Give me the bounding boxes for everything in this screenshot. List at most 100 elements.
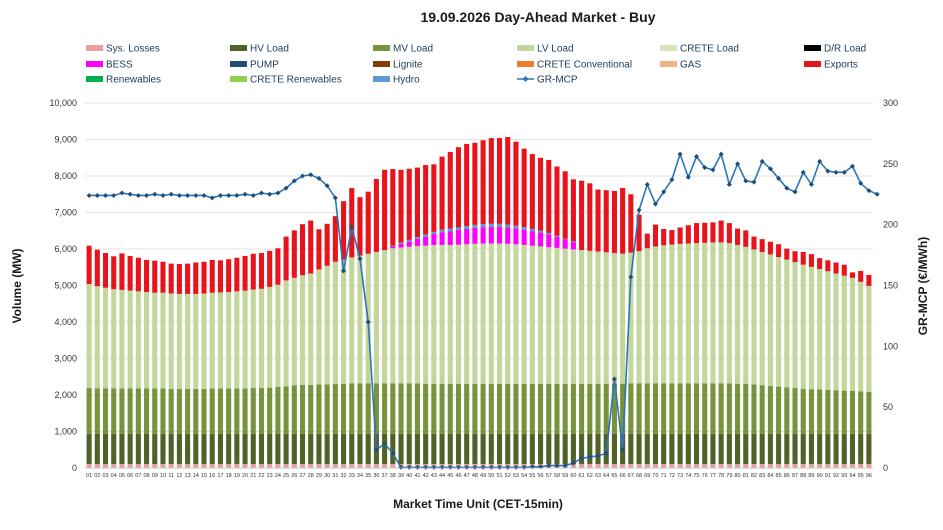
bar-segment [579,383,585,434]
bar-segment [652,246,659,384]
x-tick-label: 51 [496,473,502,479]
bar-segment [127,463,133,468]
bar-segment [160,292,166,389]
bar-segment [242,463,248,468]
bar-segment [94,249,100,287]
bar-segment [808,254,814,267]
bar-segment [702,383,708,434]
bar-segment [488,433,494,464]
bar-segment [299,275,306,385]
bar-segment [226,259,232,293]
bar-segment [86,245,92,285]
mcp-point [168,191,174,197]
bar-segment [726,243,732,384]
bar-segment [825,463,831,468]
bars [86,136,872,468]
bar-segment [825,260,831,272]
y-tick-label: 10,000 [49,98,77,108]
bar-segment [562,433,568,464]
x-tick-label: 23 [267,473,273,479]
bar-segment [726,433,732,464]
mcp-point [751,179,757,185]
x-tick-label: 22 [258,473,264,479]
bar-segment [521,433,527,464]
bar-segment [447,228,453,232]
mcp-point [324,183,330,189]
bar-segment [538,157,544,231]
x-tick-label: 48 [472,473,478,479]
bar-segment [669,433,675,464]
bar-segment [398,247,404,384]
bar-segment [176,293,182,389]
bar-segment [324,433,330,464]
bar-segment [447,231,453,245]
legend-item: Lignite [373,60,423,71]
mcp-point [694,154,700,160]
mcp-point [611,376,617,382]
bar-segment [414,167,420,237]
mcp-point [308,172,314,178]
bar-segment [661,228,667,246]
bar-segment [160,388,166,434]
bar-segment [488,243,494,384]
legend-swatch [230,45,247,51]
bar-segment [390,463,396,468]
bar-segment [160,463,166,468]
bar-segment [554,383,560,434]
bar-segment [833,463,839,468]
legend-label: CRETE Renewables [250,75,342,86]
mcp-point [849,163,855,169]
legend-swatch [230,61,247,67]
bar-segment [102,253,109,288]
bar-segment [866,285,872,392]
bar-segment [554,236,560,248]
y-tick-label: 9,000 [54,135,77,145]
x-tick-label: 93 [841,473,847,479]
bar-segment [817,433,823,464]
mcp-point [521,464,527,470]
bar-segment [603,463,609,468]
bar-segment [833,390,839,434]
x-tick-label: 57 [546,473,552,479]
bar-segment [858,433,864,464]
bar-segment [841,275,847,391]
bar-segment [685,243,691,384]
bar-segment [702,463,708,468]
mcp-point [349,224,355,230]
bar-segment [587,183,593,251]
bar-segment [472,243,478,384]
mcp-point [455,464,461,470]
bar-segment [291,433,297,464]
bar-segment [390,248,396,384]
bar-segment [431,383,437,434]
bar-segment [603,252,609,384]
legend-label: D/R Load [824,44,866,55]
legend-label: GAS [680,60,701,71]
bar-segment [538,246,544,384]
mcp-point [562,463,568,469]
mcp-point [825,168,831,174]
bar-segment [398,169,404,243]
bar-segment [414,383,420,434]
bar-segment [718,242,724,384]
bar-segment [185,433,191,464]
bar-segment [488,223,494,227]
x-tick-label: 70 [652,473,658,479]
bar-segment [275,433,281,464]
bar-segment [546,232,552,235]
x-tick-label: 36 [373,473,379,479]
legend-marker [522,76,529,82]
x-tick-label: 06 [127,473,133,479]
bar-segment [767,241,773,255]
legend-swatch [373,45,390,51]
mcp-point [636,207,642,213]
mcp-point [447,464,453,470]
bar-segment [652,463,659,468]
bar-segment [710,463,716,468]
x-tick-label: 74 [685,473,691,479]
bar-segment [414,246,420,384]
bar-segment [439,156,445,230]
bar-segment [718,433,724,464]
mcp-point [685,174,691,180]
bar-segment [119,388,125,434]
